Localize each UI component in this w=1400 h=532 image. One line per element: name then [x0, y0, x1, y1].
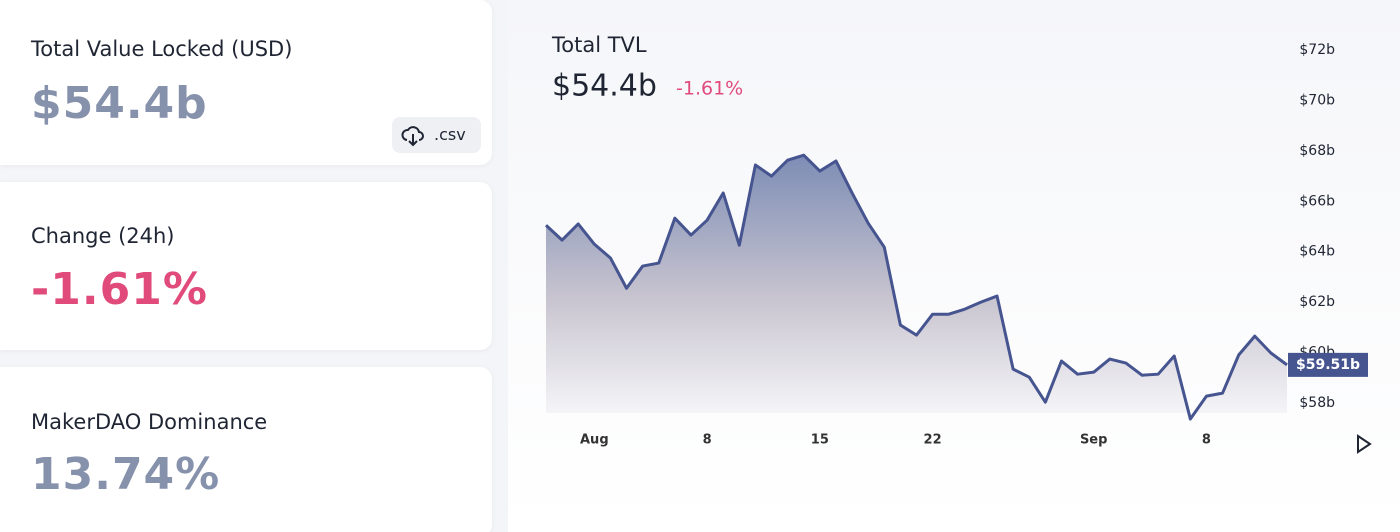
card-label: Total Value Locked (USD)	[31, 37, 293, 61]
y-tick-label: $68b	[1299, 143, 1335, 159]
y-tick-label: $64b	[1299, 244, 1335, 260]
area	[546, 155, 1287, 420]
y-tick-label: $58b	[1299, 395, 1335, 411]
x-tick-label: 22	[924, 433, 942, 448]
card-label: Change (24h)	[31, 224, 175, 248]
csv-button[interactable]: .csv	[392, 117, 481, 153]
chart-change: -1.61%	[676, 78, 743, 100]
change-card: Change (24h) -1.61%	[0, 182, 492, 350]
line	[544, 153, 1288, 421]
end-label: $59.51b	[1296, 357, 1360, 373]
y-tick-label: $62b	[1299, 294, 1335, 310]
end-label-box	[1288, 352, 1368, 377]
card-value: -1.61%	[31, 264, 208, 315]
x-tick-label: Sep	[1080, 433, 1108, 448]
chart-title: Total TVL	[551, 33, 647, 57]
card-value: $54.4b	[31, 78, 208, 129]
x-tick-label: 8	[703, 433, 712, 448]
card-value: 13.74%	[31, 449, 221, 500]
play-icon[interactable]	[1357, 434, 1372, 454]
x-tick-label: 8	[1202, 433, 1211, 448]
csv-label: .csv	[434, 125, 466, 144]
tvl-card: Total Value Locked (USD) $54.4b .csv	[0, 0, 492, 165]
dominance-card: MakerDAO Dominance 13.74%	[0, 367, 492, 532]
card-label: MakerDAO Dominance	[31, 410, 268, 434]
download-icon	[401, 126, 424, 147]
x-tick-label: 15	[811, 433, 829, 448]
chart-subtitle: $54.4b	[552, 69, 657, 104]
y-tick-label: $72b	[1299, 42, 1335, 58]
y-tick-label: $66b	[1299, 193, 1335, 209]
y-tick-label: $70b	[1299, 92, 1335, 108]
x-tick-label: Aug	[580, 433, 609, 448]
